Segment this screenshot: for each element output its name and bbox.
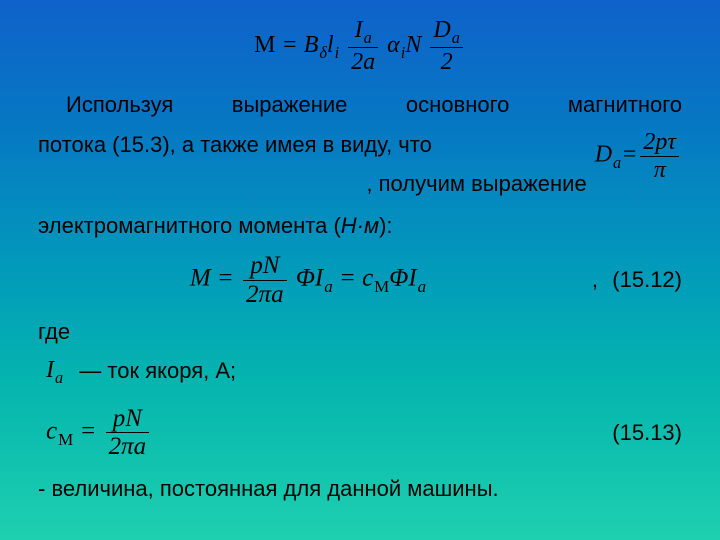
unit-hm: Н·м (341, 213, 379, 238)
para-line-4b: ): (379, 213, 392, 238)
equation-main: M = pN2πa ΦIa = cMΦIa (98, 252, 518, 308)
para-line-1: Используя выражение основного магнитного (38, 87, 682, 123)
para-line-4a: электромагнитного момента ( (38, 213, 341, 238)
footer-text: - величина, постоянная для данной машины… (38, 471, 682, 507)
equation-cm: cM = pN2πa (46, 405, 152, 461)
ia-description: — ток якоря, А; (79, 358, 236, 383)
para-line-2: потока (15.3), а также имея в виду, что (38, 132, 432, 157)
equation-main-comma: , (518, 262, 598, 298)
equation-top: M = Bδli Ia2a αiN Da2 (38, 16, 682, 77)
symbol-ia: Ia (46, 357, 63, 387)
para-line-3: , получим выражение (366, 171, 586, 196)
equation-cm-number: (15.13) (152, 415, 682, 451)
equation-main-number: (15.12) (598, 262, 682, 298)
equation-da: Da=2pτπ (595, 129, 682, 183)
where-label: где (38, 314, 682, 350)
